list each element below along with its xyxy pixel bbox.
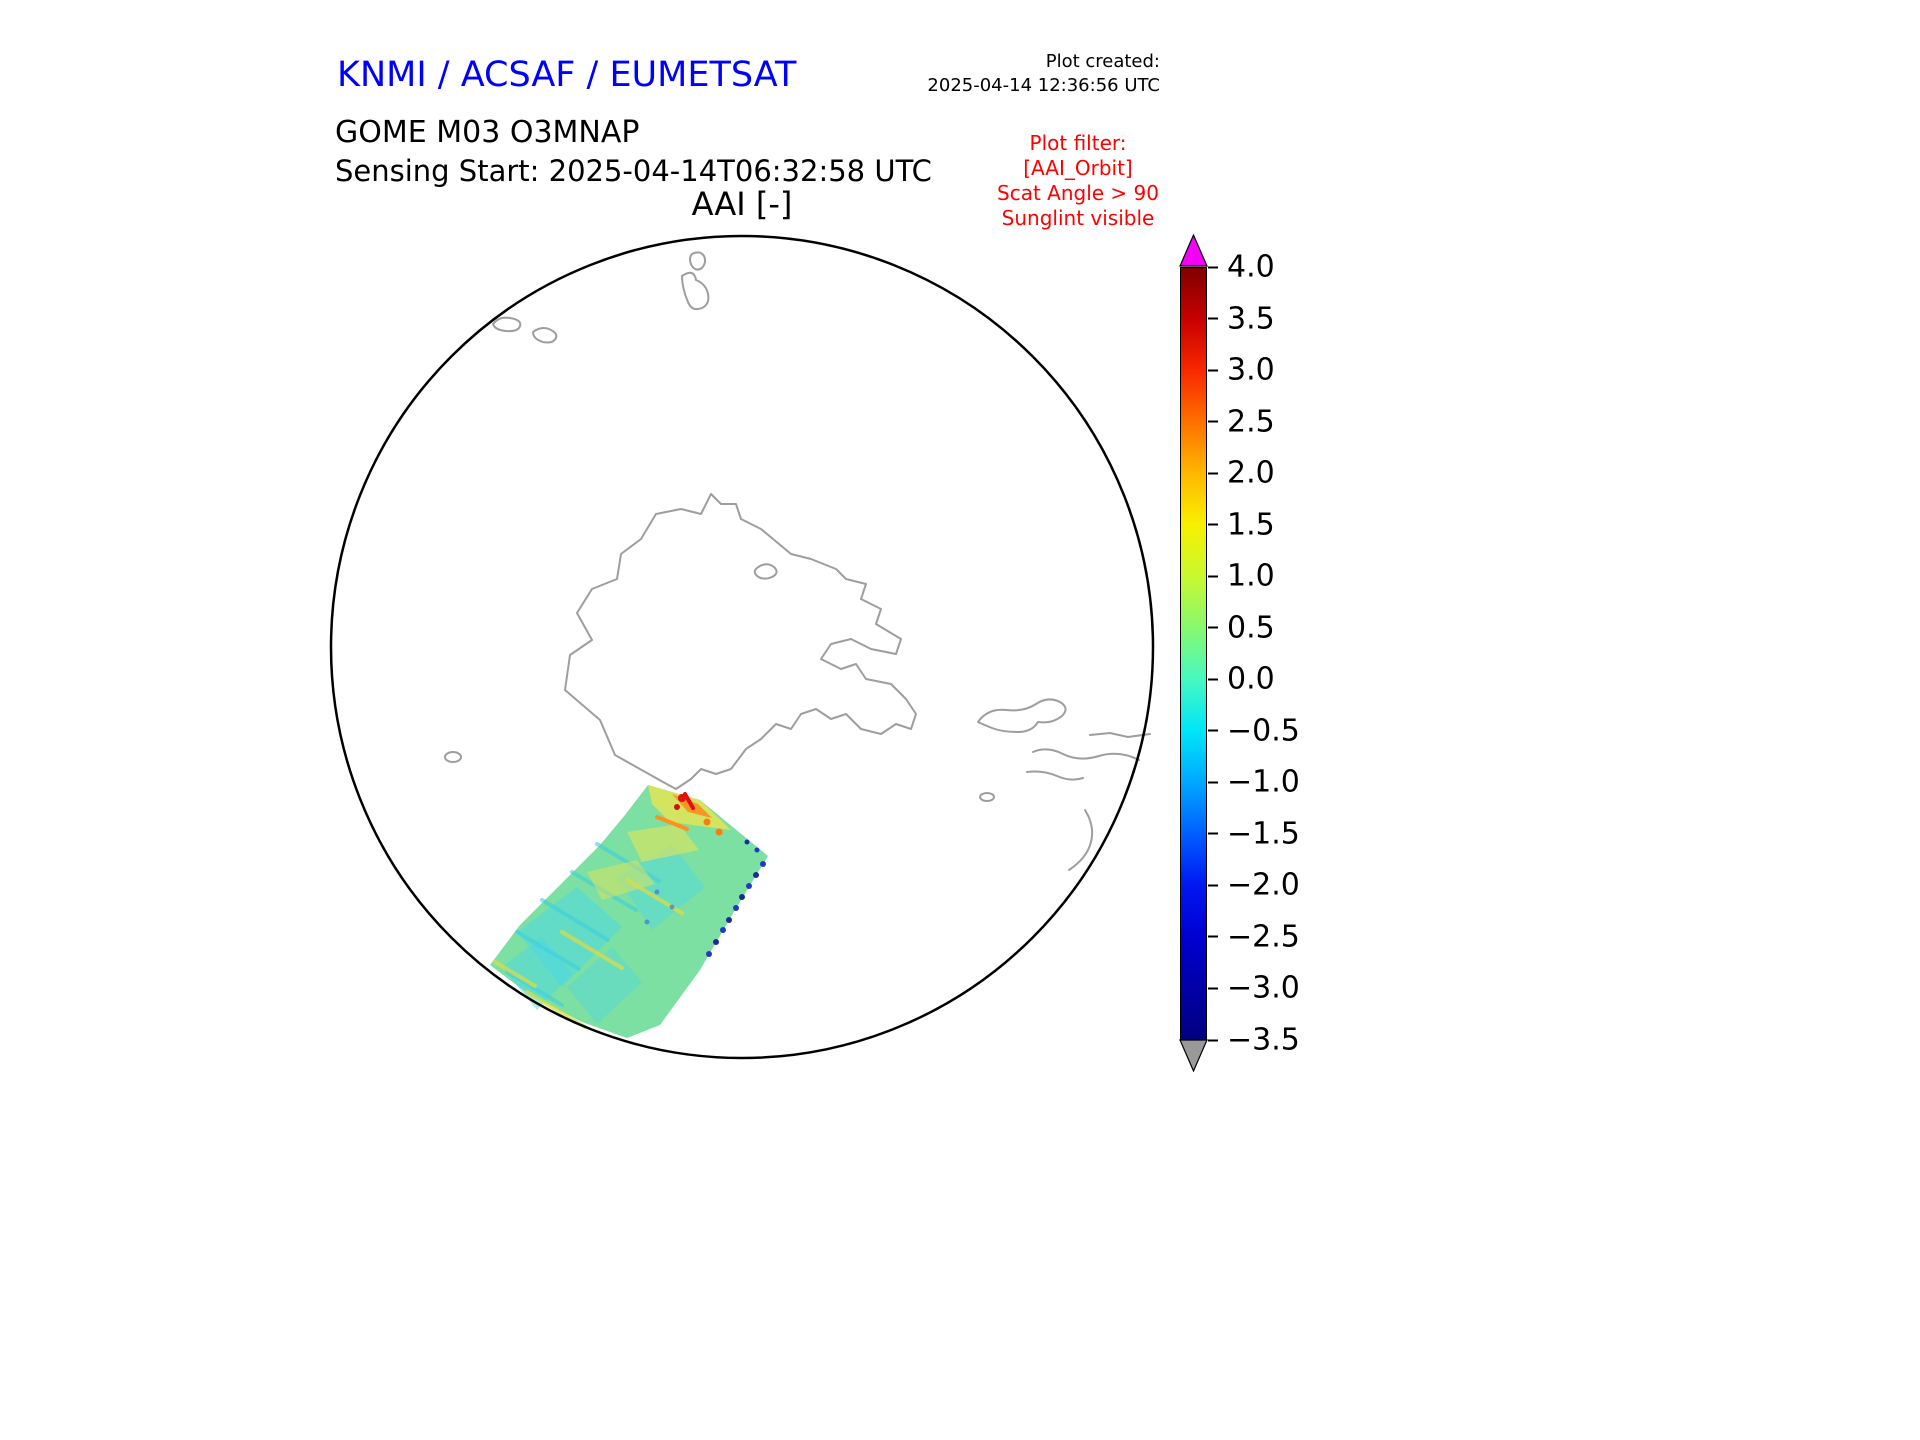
colorbar-tick-mark — [1208, 935, 1218, 938]
satellite-swath — [490, 785, 768, 1038]
colorbar-tick-mark — [1208, 987, 1218, 990]
organization-title: KNMI / ACSAF / EUMETSAT — [337, 55, 797, 95]
colorbar-tick-label: 2.0 — [1227, 455, 1275, 491]
colorbar-tick-label: 3.5 — [1227, 301, 1275, 337]
colorbar-tick-mark — [1208, 678, 1218, 681]
colorbar-ticks: 4.0 3.5 3.0 2.5 2.0 1.5 1.0 0.5 0.0 −0.5 −1.0 −1.5 −… — [1208, 250, 1348, 1058]
coastline-island — [492, 316, 522, 333]
plot-created-block: Plot created: 2025-04-14 12:36:56 UTC — [895, 50, 1160, 98]
colorbar-tick-label: 0.0 — [1227, 661, 1275, 697]
colorbar-tick-mark — [1208, 420, 1218, 423]
swath-blue-pixels — [644, 839, 766, 957]
coastline-small-island — [979, 792, 995, 802]
coastline-right — [1026, 770, 1084, 781]
colorbar-tick: 1.5 — [1208, 507, 1275, 542]
plot-filter-line: Plot filter: — [1029, 131, 1127, 155]
colorbar-tick-label: −2.5 — [1227, 919, 1300, 955]
colorbar-tick: 2.0 — [1208, 456, 1275, 491]
colorbar-tick-mark — [1208, 1039, 1218, 1041]
colorbar-tick-mark — [1208, 472, 1218, 475]
colorbar-tick: 2.5 — [1208, 404, 1275, 439]
colorbar-tick: −3.0 — [1208, 971, 1300, 1006]
colorbar-tick-label: −1.5 — [1227, 816, 1300, 852]
colorbar-tick: −1.5 — [1208, 816, 1300, 851]
colorbar-tick-mark — [1208, 266, 1218, 268]
colorbar-tick-mark — [1208, 369, 1218, 372]
colorbar-tick-label: 3.0 — [1227, 352, 1275, 388]
polar-map — [329, 234, 1155, 1060]
over-arrow-triangle — [1179, 234, 1208, 267]
coastline-island — [689, 251, 707, 271]
coastline-island — [681, 271, 710, 311]
globe-outline — [329, 234, 1155, 1060]
plot-filter-line: Scat Angle > 90 — [997, 181, 1159, 205]
colorbar-tick: −2.5 — [1208, 919, 1300, 954]
colorbar-tick: −3.5 — [1208, 1023, 1300, 1058]
colorbar-tick-mark — [1208, 729, 1218, 732]
colorbar-tick: −2.0 — [1208, 868, 1300, 903]
colorbar-tick-mark — [1208, 317, 1218, 320]
map-title: AAI [-] — [691, 185, 793, 223]
colorbar-tick-label: 1.0 — [1227, 558, 1275, 594]
coastline-right — [1068, 809, 1094, 871]
colorbar-tick-label: −3.0 — [1227, 970, 1300, 1006]
coastline-right — [977, 698, 1067, 733]
plot-filter-line: Sunglint visible — [1001, 206, 1155, 230]
colorbar-tick-label: 2.5 — [1227, 404, 1275, 440]
colorbar-tick: 3.5 — [1208, 301, 1275, 336]
colorbar-tick-label: −3.5 — [1227, 1022, 1300, 1058]
colorbar-tick-mark — [1208, 626, 1218, 629]
colorbar-tick-mark — [1208, 523, 1218, 526]
colorbar-tick-mark — [1208, 575, 1218, 578]
colorbar-tick-mark — [1208, 781, 1218, 784]
colorbar-tick-mark — [1208, 884, 1218, 887]
globe-disc — [331, 236, 1153, 1058]
coastline-antarctica — [564, 493, 917, 790]
colorbar-over-arrow — [1179, 234, 1208, 267]
plot-created-label: Plot created: — [1045, 51, 1160, 72]
plot-filter-line: [AAI_Orbit] — [1023, 156, 1133, 180]
colorbar-tick-label: 0.5 — [1227, 610, 1275, 646]
colorbar-gradient — [1180, 267, 1207, 1040]
colorbar-tick-label: 4.0 — [1227, 249, 1275, 285]
plot-filter-block: Plot filter: [AAI_Orbit] Scat Angle > 90… — [966, 131, 1190, 231]
coastline-right — [1032, 748, 1140, 761]
coastlines — [444, 251, 1151, 871]
coastline-small-island — [444, 751, 462, 763]
coastline-island — [532, 327, 558, 344]
colorbar-tick: 0.5 — [1208, 610, 1275, 645]
sensing-start: Sensing Start: 2025-04-14T06:32:58 UTC — [335, 154, 932, 188]
plot-created-timestamp: 2025-04-14 12:36:56 UTC — [927, 75, 1160, 96]
coastline-inner-detail — [753, 563, 778, 580]
swath-red-pixels — [674, 792, 695, 810]
colorbar-tick: 1.0 — [1208, 559, 1275, 594]
colorbar-tick-label: −1.0 — [1227, 764, 1300, 800]
colorbar-tick-label: −0.5 — [1227, 713, 1300, 749]
product-block: GOME M03 O3MNAP Sensing Start: 2025-04-1… — [335, 113, 932, 191]
colorbar-under-arrow — [1179, 1039, 1208, 1072]
product-name: GOME M03 O3MNAP — [335, 115, 640, 150]
colorbar-tick-label: −2.0 — [1227, 867, 1300, 903]
colorbar-tick: 4.0 — [1208, 250, 1275, 285]
colorbar-tick: 3.0 — [1208, 353, 1275, 388]
colorbar-tick-label: 1.5 — [1227, 507, 1275, 543]
colorbar-tick: −0.5 — [1208, 713, 1300, 748]
colorbar-tick-mark — [1208, 832, 1218, 835]
swath-cyan-streaks — [505, 842, 661, 1007]
colorbar-tick: 0.0 — [1208, 662, 1275, 697]
coastline-right — [1089, 732, 1151, 738]
colorbar-tick: −1.0 — [1208, 765, 1300, 800]
under-arrow-triangle — [1179, 1039, 1208, 1072]
